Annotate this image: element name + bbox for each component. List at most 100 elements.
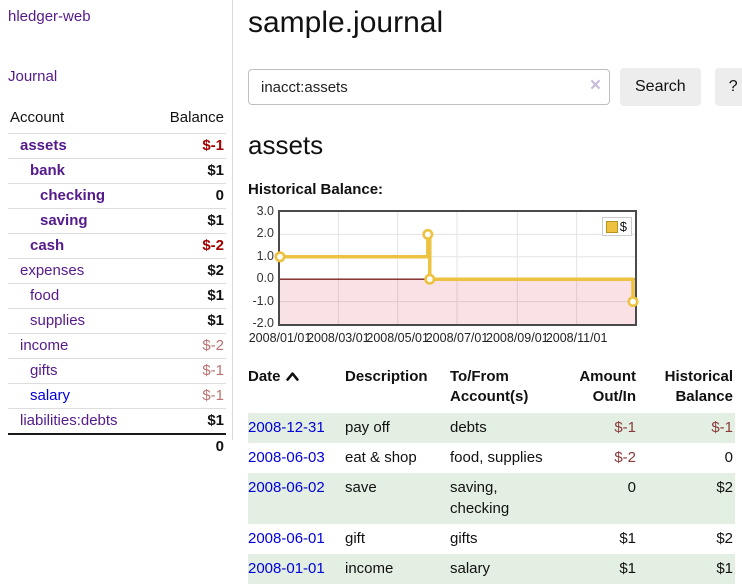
date-cell: 2008-12-31 [248,413,345,443]
y-axis-tick-label: 3.0 [256,204,274,218]
accounts-header-account: Account [10,109,65,126]
account-cell: cash [8,234,150,259]
balance-cell: $-1 [711,418,733,436]
transaction-date-link[interactable]: 2008-06-03 [248,448,325,466]
balance-cell: 0 [724,448,733,466]
balance-cell: $1 [716,559,733,577]
register-header-to-from-account-s-[interactable]: To/From Account(s) [450,368,529,406]
chart-section-label: Historical Balance: [248,181,384,198]
account-cell: expenses [8,259,150,284]
account-row: supplies $1 [8,308,226,334]
account-balance: $-1 [202,362,224,379]
accounts-cell: food, supplies [450,448,543,466]
amount-cell: $1 [619,559,636,577]
date-cell: 2008-06-02 [248,473,345,524]
amount-cell: $1 [619,529,636,547]
x-axis-tick-label: 2008/01/01 [248,331,312,345]
accounts-cell: salary [450,559,491,577]
x-axis-tick-label: 2008/11/01 [545,331,608,345]
account-link-salary[interactable]: salary [30,387,71,404]
account-balance: $1 [207,162,224,179]
account-heading: assets [248,130,324,160]
description-cell: pay off [345,418,390,436]
x-axis-tick-label: 2008/03/01 [307,331,370,345]
account-row: cash $-2 [8,233,226,259]
account-balance: $-1 [202,387,224,404]
search-button[interactable]: Search [620,68,701,106]
x-axis-tick-label: 2008/09/01 [486,331,549,345]
account-link-gifts[interactable]: gifts [30,362,58,379]
account-cell: salary [8,384,150,409]
account-link-liabilities-debts[interactable]: liabilities:debts [20,412,118,429]
account-cell: bank [8,159,150,184]
accounts-header-balance: Balance [169,109,224,126]
account-row: saving $1 [8,208,226,234]
description-cell: save [345,478,377,496]
account-cell: supplies [8,309,150,334]
search-help-button[interactable]: ? [714,68,742,106]
account-link-assets[interactable]: assets [20,137,67,154]
account-row: bank $1 [8,158,226,184]
transaction-date-link[interactable]: 2008-12-31 [248,418,325,436]
account-link-income[interactable]: income [20,337,69,354]
account-link-cash[interactable]: cash [30,237,65,254]
transaction-date-link[interactable]: 2008-06-02 [248,478,325,496]
amount-cell: 0 [627,478,636,496]
chart-svg [274,212,639,324]
accounts-cell: debts [450,418,487,436]
amount-cell: $-1 [614,418,636,436]
y-axis-tick-label: 0.0 [256,271,274,286]
account-balance: $-1 [202,137,224,154]
account-link-food[interactable]: food [30,287,60,304]
account-link-saving[interactable]: saving [40,212,88,229]
account-row: checking 0 [8,183,226,209]
transaction-date-link[interactable]: 2008-01-01 [248,559,325,577]
register-header-description[interactable]: Description [345,368,428,385]
main-content: sample.journal × Search ? assets Histori… [233,0,742,584]
account-row: expenses $2 [8,258,226,284]
account-link-supplies[interactable]: supplies [30,312,86,329]
account-balance: $2 [207,262,224,279]
sidebar-item-journal[interactable]: Journal [8,68,58,85]
date-cell: 2008-06-01 [248,524,345,554]
register-header-amount-out-in[interactable]: Amount Out/In [579,368,636,406]
register-header-historical-balance[interactable]: Historical Balance [664,368,733,406]
date-cell: 2008-01-01 [248,554,345,584]
register-table: Date Description To/From Account(s) Amount … [248,365,735,584]
transaction-date-link[interactable]: 2008-06-01 [248,529,325,547]
account-balance: 0 [215,187,224,204]
account-link-bank[interactable]: bank [30,162,66,179]
account-cell: food [8,284,150,309]
account-link-expenses[interactable]: expenses [20,262,85,279]
account-cell: saving [8,209,150,234]
description-cell: gift [345,529,366,547]
total-spacer [8,434,150,458]
transaction-row: 2008-06-03 eat & shop food, supplies $-2 0 [248,443,735,473]
chart-plot-area: $ [274,210,639,326]
account-link-checking[interactable]: checking [40,187,106,204]
accounts-cell: gifts [450,529,478,547]
transaction-row: 2008-12-31 pay off debts $-1 $-1 [248,412,735,443]
accounts-total-row: 0 [8,434,226,458]
account-balance: $1 [207,287,224,304]
balance-cell: $2 [716,529,733,547]
account-row: liabilities:debts $1 [8,408,226,435]
account-row: income $-2 [8,333,226,359]
page-title: sample.journal [248,6,444,39]
register-header-date[interactable]: Date [248,365,345,413]
clear-search-icon[interactable]: × [589,75,601,96]
transaction-row: 2008-01-01 income salary $1 $1 [248,553,735,584]
account-row: gifts $-1 [8,358,226,384]
description-cell: eat & shop [345,448,417,466]
brand-link[interactable]: hledger-web [8,8,91,25]
y-axis-tick-label: -1.0 [252,293,274,308]
search-box: × [248,69,610,105]
historical-balance-chart: $ 3.0 2.0 1.0 0.0 -1.0 -2.0 2008/01/01 2008/03/… [248,204,742,349]
sidebar: hledger-web Journal Account Balance asse… [0,0,233,455]
account-cell: gifts [8,359,150,384]
account-balance: $1 [207,412,224,429]
transaction-row: 2008-06-02 save saving, checking 0 $2 [248,472,735,524]
balance-cell: $2 [716,478,733,496]
account-balance: $1 [207,212,224,229]
search-input[interactable] [248,69,610,105]
